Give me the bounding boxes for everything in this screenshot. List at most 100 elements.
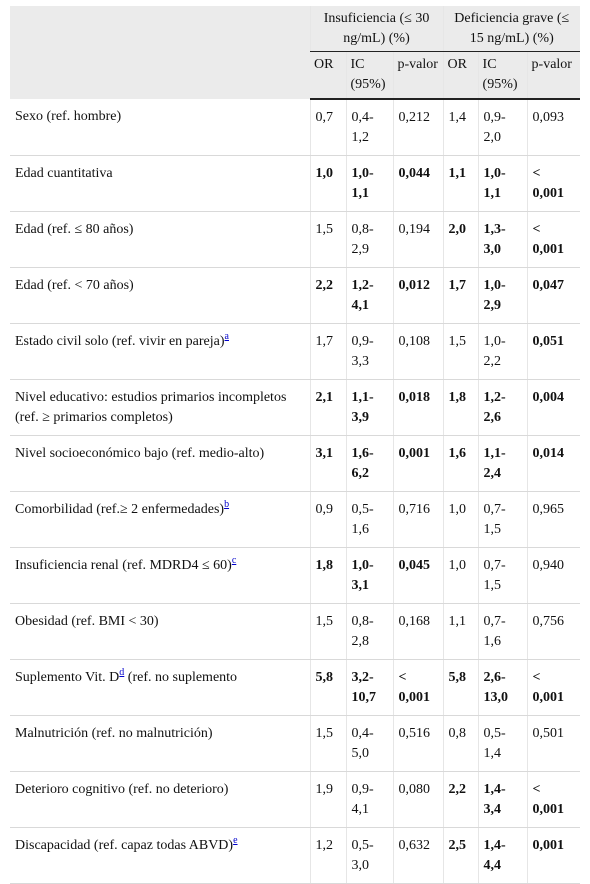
ic-cell: 1,4-4,4: [477, 827, 528, 884]
or-cell: 2,2: [442, 771, 479, 828]
header-ic: IC (95%): [345, 51, 393, 100]
or-cell: 0,8: [442, 715, 479, 772]
ic-cell: 0,7-1,5: [477, 491, 528, 548]
or-cell: 0,9: [309, 491, 346, 548]
or-cell: 1,8: [442, 379, 479, 436]
ic-cell: 0,4-1,2: [345, 99, 393, 156]
row-label-text-after: (ref. no suplemento: [124, 670, 238, 685]
p-valor-cell: 0,093: [526, 99, 581, 156]
or-cell: 1,5: [309, 211, 346, 268]
ic-cell: 0,9-4,1: [345, 771, 393, 828]
ic-cell: 0,8-2,9: [345, 211, 393, 268]
ic-cell: 1,0-1,1: [477, 155, 528, 212]
or-cell: 3,1: [309, 435, 346, 492]
or-cell: 1,1: [442, 603, 479, 660]
ic-cell: 2,6-13,0: [477, 659, 528, 716]
or-cell: 2,1: [309, 379, 346, 436]
ic-cell: 1,0-1,1: [345, 155, 393, 212]
p-valor-cell: 0,716: [392, 491, 444, 548]
p-valor-cell: 0,194: [392, 211, 444, 268]
table-row: Obesidad (ref. BMI < 30) 1,5 0,8-2,8 0,168 1…: [10, 603, 581, 660]
p-valor-cell: 0,080: [392, 771, 444, 828]
row-label: Edad (ref. < 70 años): [10, 267, 310, 324]
or-cell: 1,7: [309, 323, 346, 380]
or-cell: 1,0: [309, 155, 346, 212]
ic-cell: 1,4-3,4: [477, 771, 528, 828]
row-label-text: Comorbilidad (ref.≥ 2 enfermedades): [15, 502, 225, 517]
or-cell: 1,4: [442, 99, 479, 156]
header-blank: [10, 6, 310, 99]
row-label: Discapacidad (ref. capaz todas ABVD)e: [10, 827, 310, 884]
or-cell: 2,2: [309, 267, 346, 324]
ic-cell: 0,7-1,5: [477, 547, 528, 604]
table-row: Discapacidad (ref. capaz todas ABVD)e 1,2…: [10, 827, 581, 884]
row-label-text: Insuficiencia renal (ref. MDRD4 ≤ 60): [15, 558, 232, 573]
table-row: Insuficiencia renal (ref. MDRD4 ≤ 60)c 1,…: [10, 547, 581, 604]
ic-cell: 1,0-2,2: [477, 323, 528, 380]
or-cell: 1,0: [442, 547, 479, 604]
or-cell: 1,9: [309, 771, 346, 828]
ic-cell: 0,8-2,8: [345, 603, 393, 660]
row-label-text: Deterioro cognitivo (ref. no deterioro): [15, 782, 229, 797]
or-cell: 1,8: [309, 547, 346, 604]
row-label-text: Edad (ref. < 70 años): [15, 278, 134, 293]
row-label-text: Obesidad (ref. BMI < 30): [15, 614, 159, 629]
footnote-link[interactable]: d: [119, 667, 125, 679]
p-valor-cell: 0,940: [526, 547, 581, 604]
p-valor-cell: 0,012: [392, 267, 444, 324]
footnote-link[interactable]: c: [231, 555, 237, 567]
header-or: OR: [442, 51, 479, 100]
p-valor-cell: < 0,001: [392, 659, 444, 716]
row-label-text: Nivel socioeconómico bajo (ref. medio-al…: [15, 446, 265, 461]
or-cell: 1,5: [442, 323, 479, 380]
ic-cell: 1,3-3,0: [477, 211, 528, 268]
p-valor-cell: 0,045: [392, 547, 444, 604]
table-row: Sexo (ref. hombre) 0,7 0,4-1,2 0,212 1,4 0,9-…: [10, 99, 581, 156]
ic-cell: 0,4-5,0: [345, 715, 393, 772]
or-cell: 2,0: [442, 211, 479, 268]
table-row: Edad (ref. < 70 años) 2,2 1,2-4,1 0,012 1,7 1…: [10, 267, 581, 324]
or-cell: 1,6: [442, 435, 479, 492]
or-cell: 1,5: [309, 715, 346, 772]
row-label: Comorbilidad (ref.≥ 2 enfermedades)b: [10, 491, 310, 548]
row-label-text: Edad cuantitativa: [15, 166, 113, 181]
row-label: Nivel socioeconómico bajo (ref. medio-al…: [10, 435, 310, 492]
or-cell: 2,5: [442, 827, 479, 884]
p-valor-cell: 0,632: [392, 827, 444, 884]
footnote-link[interactable]: e: [233, 835, 238, 847]
row-label: Edad (ref. ≤ 80 años): [10, 211, 310, 268]
row-label: Deterioro cognitivo (ref. no deterioro): [10, 771, 310, 828]
footnote-link[interactable]: a: [224, 331, 229, 343]
ic-cell: 0,5-1,6: [345, 491, 393, 548]
ic-cell: 1,0-2,9: [477, 267, 528, 324]
or-cell: 1,1: [442, 155, 479, 212]
p-valor-cell: < 0,001: [526, 211, 581, 268]
header-group-deficiencia: Deficiencia grave (≤ 15 ng/mL) (%): [442, 6, 581, 52]
or-cell: 1,0: [442, 491, 479, 548]
header-ic: IC (95%): [477, 51, 528, 100]
row-label-text: Suplemento Vit. D: [15, 670, 120, 685]
table-row: Comorbilidad (ref.≥ 2 enfermedades)b 0,9 0…: [10, 491, 581, 548]
table-body: Sexo (ref. hombre) 0,7 0,4-1,2 0,212 1,4 0,9-…: [10, 99, 581, 884]
table-row: Edad cuantitativa 1,0 1,0-1,1 0,044 1,1 1,0-1…: [10, 155, 581, 212]
row-label-text: Sexo (ref. hombre): [15, 109, 122, 124]
or-cell: 5,8: [442, 659, 479, 716]
p-valor-cell: 0,001: [392, 435, 444, 492]
ic-cell: 3,2-10,7: [345, 659, 393, 716]
ic-cell: 0,7-1,6: [477, 603, 528, 660]
ic-cell: 1,6-6,2: [345, 435, 393, 492]
row-label-text: Malnutrición (ref. no malnutrición): [15, 726, 213, 741]
header-group-insuficiencia: Insuficiencia (≤ 30 ng/mL) (%): [309, 6, 444, 52]
row-label: Estado civil solo (ref. vivir en pareja)…: [10, 323, 310, 380]
ic-cell: 1,1-3,9: [345, 379, 393, 436]
ic-cell: 1,2-4,1: [345, 267, 393, 324]
table-row: Nivel socioeconómico bajo (ref. medio-al…: [10, 435, 581, 492]
header-p-valor: p-valor: [526, 51, 581, 100]
p-valor-cell: 0,001: [526, 827, 581, 884]
row-label: Edad cuantitativa: [10, 155, 310, 212]
p-valor-cell: 0,501: [526, 715, 581, 772]
table-row: Edad (ref. ≤ 80 años) 1,5 0,8-2,9 0,194 2,0 1…: [10, 211, 581, 268]
p-valor-cell: 0,168: [392, 603, 444, 660]
ic-cell: 0,5-3,0: [345, 827, 393, 884]
footnote-link[interactable]: b: [224, 499, 230, 511]
